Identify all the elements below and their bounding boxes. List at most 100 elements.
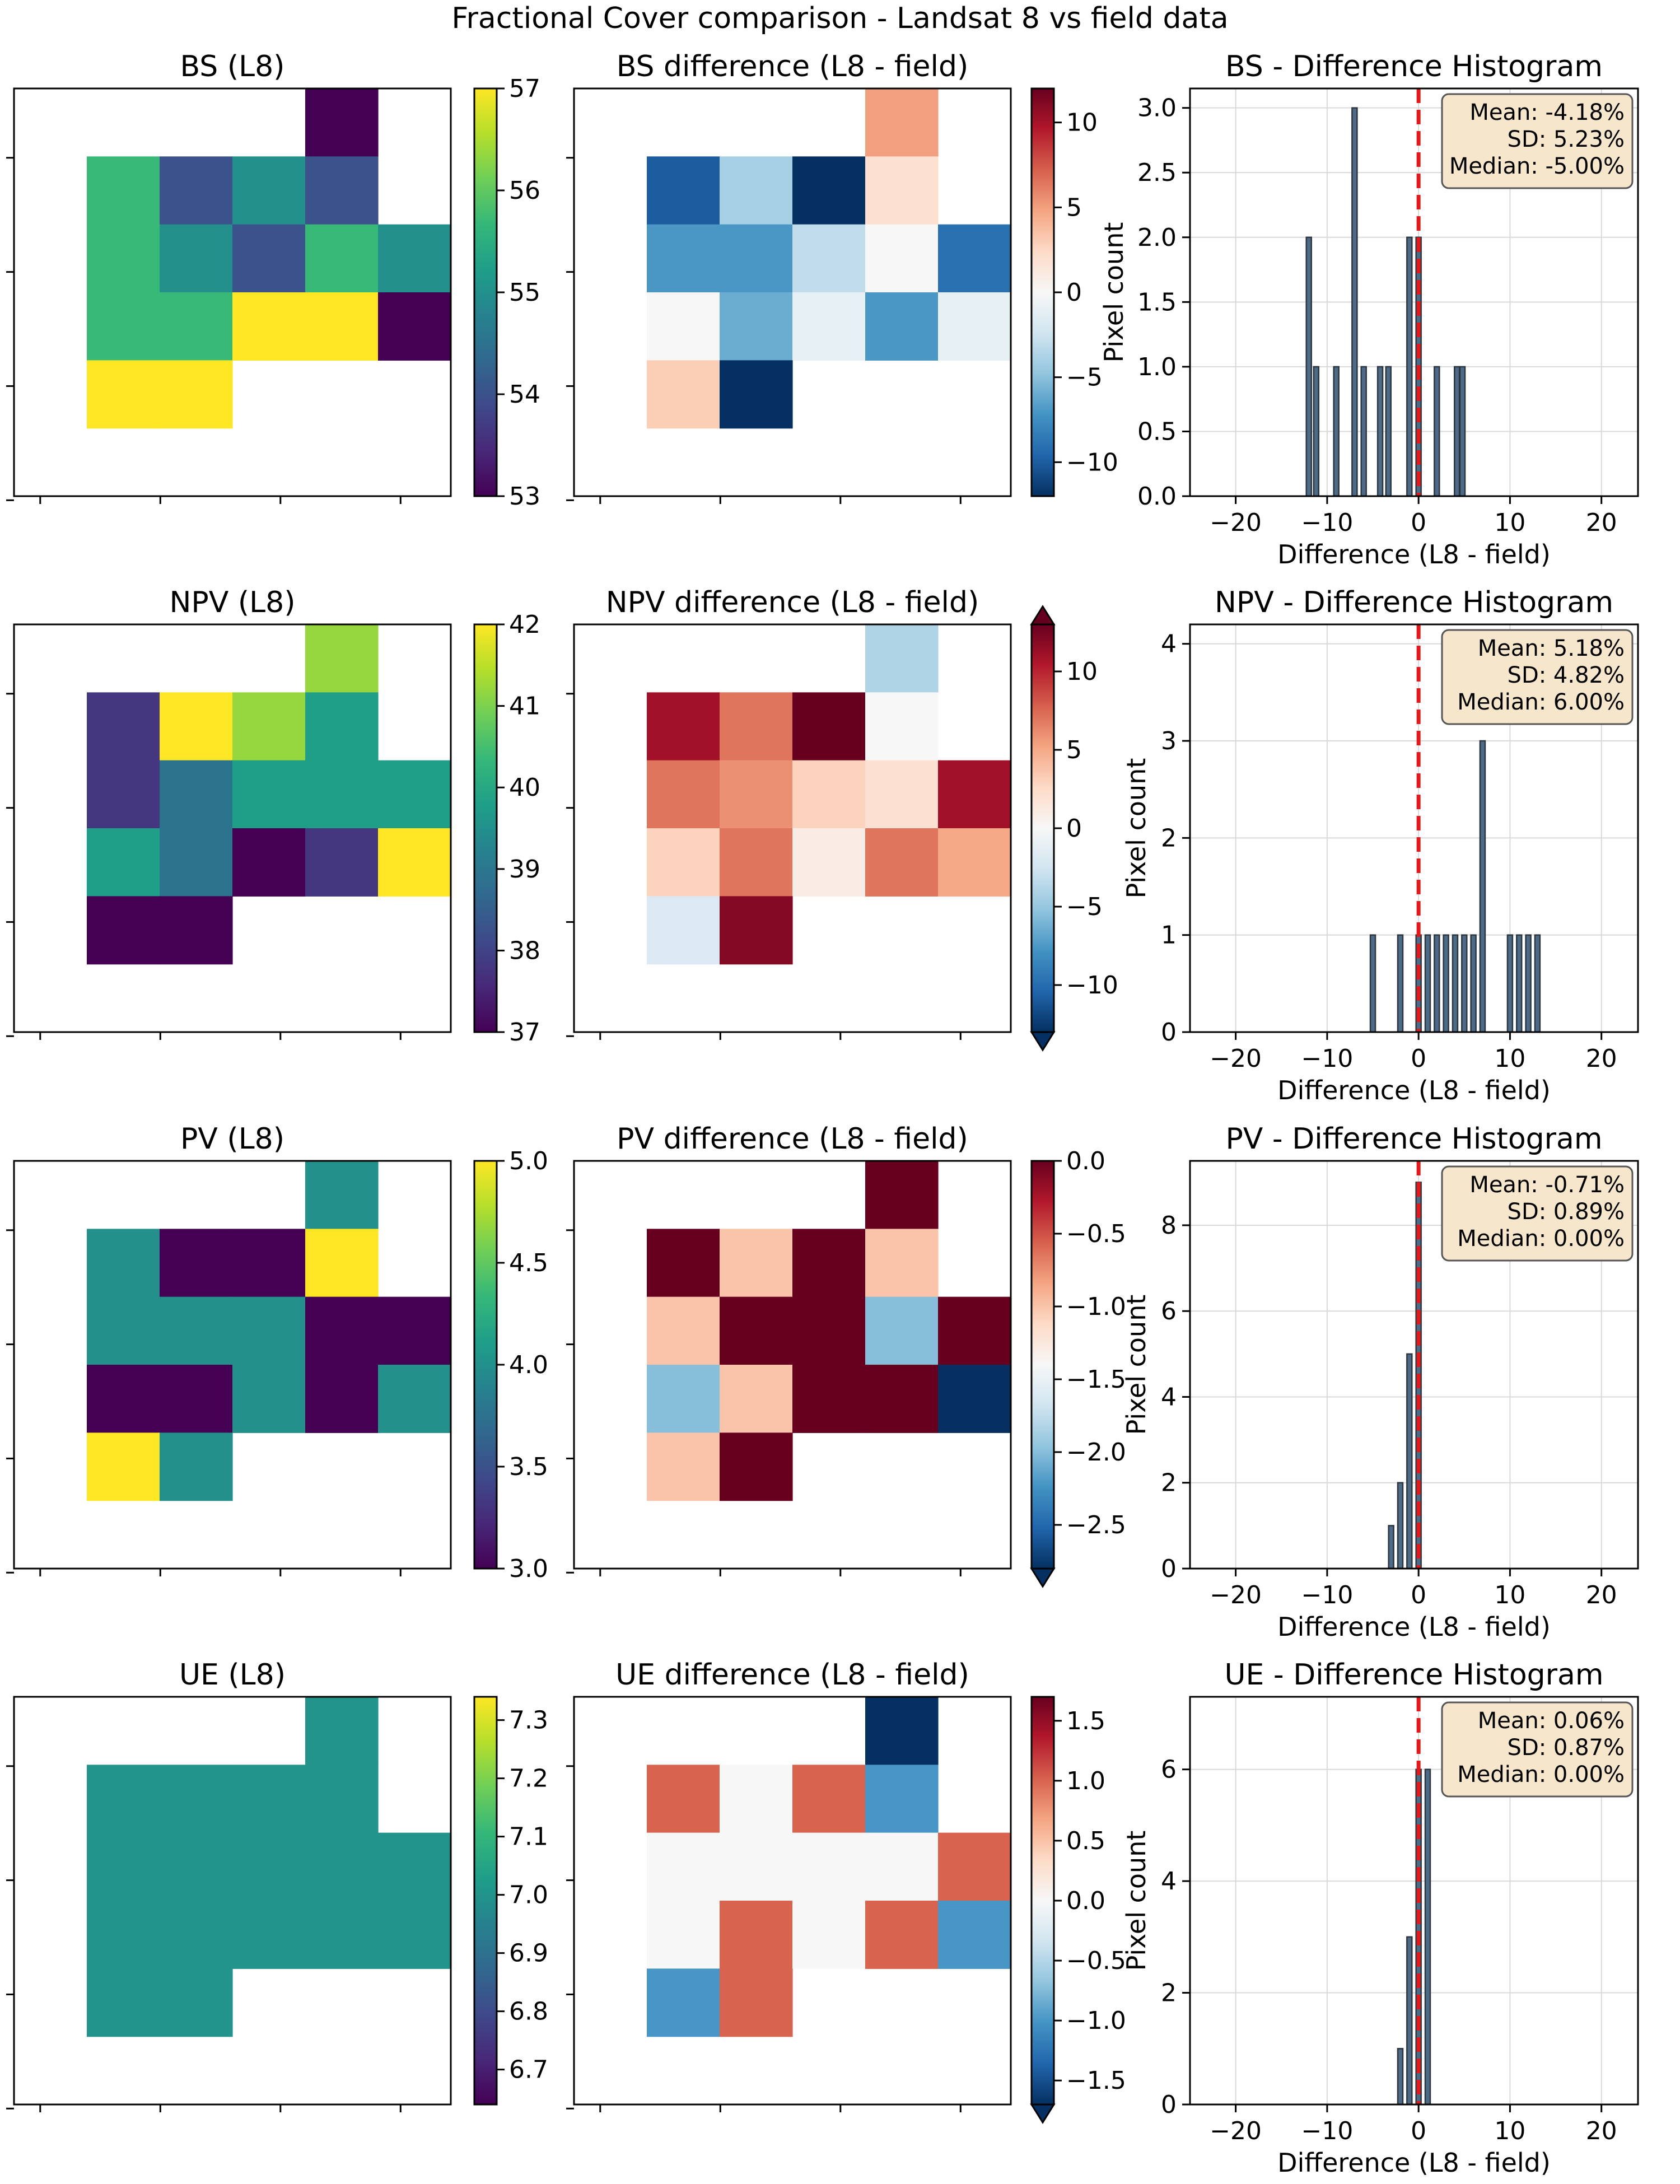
NPV-diff-colorbar-label: 0 [1066,814,1082,843]
PV-map-cell [87,1365,160,1433]
UE-hist-frame [1189,1696,1639,2106]
BS-diff-cell [865,88,939,157]
PV-diff-colorbar-label: −2.0 [1066,1438,1126,1467]
BS-map-colorbar: 53 54 55 56 57 [473,74,540,511]
NPV-diff-colorbar-bar [1030,623,1055,1033]
BS-hist-xlabel: Difference (L8 - field) [1277,539,1551,570]
PV-map-cell [305,1365,379,1433]
UE-map-cell [378,1832,451,1901]
UE-diff-title: UE difference (L8 - field) [615,1658,969,1692]
UE-diff-cell [720,1901,793,1969]
NPV-hist-bar [1452,934,1459,1033]
PV-diff-colorbar: −2.5 −2.0 −1.5 −1.0 −0.5 0.0 [1030,1147,1126,1588]
PV-map-cell [305,1296,379,1365]
PV-hist-bar [1406,1353,1413,1570]
BS-hist-ytick-label: 0.0 [1137,482,1177,511]
NPV-map-cell [87,692,160,761]
NPV-hist-title: NPV - Difference Histogram [1215,586,1613,619]
UE-hist-xtick-label: −20 [1210,2117,1262,2145]
BS-map-cell [160,224,233,293]
PV-map-cell [305,1229,379,1298]
UE-diff-colorbar: −1.5 −1.0 −0.5 0.0 0.5 1.0 1.5 [1030,1696,1126,2124]
BS-diff-cell [792,156,866,225]
PV-diff-cell [720,1365,793,1433]
BS-map-colorbar-label: 57 [509,74,540,103]
BS-hist-stats-text: Mean: -4.18% [1469,100,1625,125]
UE-map-cell [87,1832,160,1901]
BS-map-cell [87,292,160,361]
BS-diff-title: BS difference (L8 - field) [617,50,969,83]
PV-hist-ytick-label: 0 [1161,1555,1177,1583]
NPV-map-colorbar-label: 41 [509,692,540,721]
BS-diff-cell [865,224,939,293]
UE-map-cell [305,1901,379,1969]
BS-diff-colorbar-label: −10 [1066,448,1118,477]
PV-diff-frame [573,1160,1012,1570]
NPV-hist-ytick-label: 0 [1161,1018,1177,1047]
NPV-hist-ylabel: Pixel count [1121,758,1151,899]
NPV-hist-xtick-label: −10 [1301,1044,1353,1073]
PV-map-colorbar-label: 3.0 [509,1555,548,1583]
NPV-map-colorbar-label: 37 [509,1018,540,1047]
PV-map-cell [232,1365,306,1433]
UE-hist-ytick-label: 2 [1161,1979,1177,2008]
NPV-diff-cell [865,828,939,897]
NPV-map-cell [305,692,379,761]
NPV-map-cell [232,760,306,829]
UE-diff-colorbar-label: 1.0 [1066,1767,1105,1795]
PV-diff-cell [865,1296,939,1365]
PV-diff-title: PV difference (L8 - field) [617,1122,968,1156]
UE-diff-cell [865,1832,939,1901]
PV-map-cell [232,1296,306,1365]
NPV-map-cell [160,692,233,761]
NPV-map-colorbar-label: 40 [509,773,540,802]
BS-hist-bar [1313,366,1320,497]
PV-hist-ytick-label: 2 [1161,1469,1177,1497]
BS-diff-cell [865,156,939,225]
BS-diff-colorbar: −10 −5 0 5 10 [1030,87,1118,497]
UE-map-colorbar-label: 6.9 [509,1939,548,1968]
UE-map-cell [305,1697,379,1765]
UE-map-colorbar-label: 7.3 [509,1706,548,1735]
UE-diff-panel: UE difference (L8 - field) −1.5 −1.0 −0.5 0.… [566,1658,1126,2124]
NPV-map-cell [378,760,451,829]
UE-diff-cell [647,1765,720,1833]
PV-diff-cell [647,1365,720,1433]
UE-diff-cell [647,1901,720,1969]
NPV-diff-cell [720,828,793,897]
UE-map-cell [232,1765,306,1833]
figure-title: Fractional Cover comparison - Landsat 8 … [451,2,1228,35]
PV-map-colorbar-label: 3.5 [509,1453,548,1481]
UE-hist-xtick-label: −10 [1301,2117,1353,2145]
PV-hist-stats-box [1441,1165,1634,1262]
NPV-diff-cell [720,760,793,829]
NPV-hist-bar [1424,934,1431,1033]
PV-hist-ytick-label: 6 [1161,1297,1177,1326]
NPV-hist-stats-text: SD: 4.82% [1508,662,1625,688]
BS-hist-xtick-label: −10 [1301,508,1353,537]
UE-diff-cell [865,1765,939,1833]
BS-map-colorbar-label: 53 [509,482,540,511]
BS-map-cell [87,224,160,293]
PV-map-cell [160,1296,233,1365]
BS-diff-cell [647,224,720,293]
NPV-map-cell [87,896,160,965]
PV-diff-colorbar-label: −0.5 [1066,1220,1126,1248]
BS-map-colorbar-label: 54 [509,380,540,409]
PV-map-cell [160,1229,233,1298]
NPV-hist-bar [1470,934,1477,1033]
NPV-hist-xlabel: Difference (L8 - field) [1277,1075,1551,1105]
UE-hist-ytick-label: 0 [1161,2090,1177,2119]
UE-map-colorbar: 6.7 6.8 6.9 7.0 7.1 7.2 7.3 [473,1696,548,2106]
NPV-map-cell [305,828,379,897]
UE-hist-xtick-label: 20 [1586,2117,1617,2145]
BS-map-cell [378,292,451,361]
UE-diff-cell [647,1968,720,2037]
NPV-diff-cell [647,896,720,965]
BS-map-cell [305,224,379,293]
BS-hist-ytick-label: 2.5 [1137,158,1177,187]
PV-hist-bar [1388,1525,1394,1570]
NPV-map-frame [13,623,452,1033]
UE-map-cell [160,1901,233,1969]
PV-map-cell [378,1365,451,1433]
